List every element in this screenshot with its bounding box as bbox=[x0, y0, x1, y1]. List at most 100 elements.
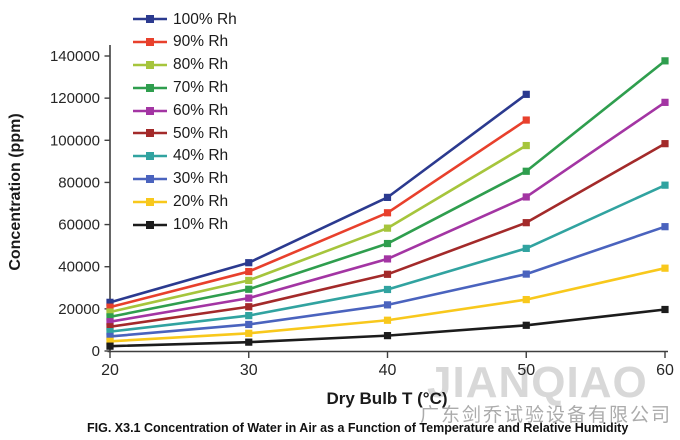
series-marker-70-rh bbox=[383, 239, 392, 248]
legend-item-label: 20% Rh bbox=[173, 193, 229, 211]
series-marker-10-rh bbox=[245, 338, 253, 346]
legend-item: 10% Rh bbox=[133, 213, 237, 236]
series-marker-50-rh bbox=[106, 323, 114, 331]
series-marker-20-rh bbox=[661, 264, 669, 272]
series-line-80-rh bbox=[109, 144, 527, 314]
series-line-90-rh bbox=[109, 118, 527, 309]
series-marker-80-rh bbox=[383, 224, 392, 232]
y-tick-label: 120000 bbox=[50, 90, 100, 107]
legend-item: 50% Rh bbox=[133, 122, 237, 145]
x-tick-label: 50 bbox=[517, 362, 535, 379]
series-marker-50-rh bbox=[245, 303, 253, 311]
series-marker-20-rh bbox=[106, 337, 114, 345]
legend-marker-icon bbox=[133, 129, 167, 138]
x-axis-title: Dry Bulb T (°C) bbox=[326, 389, 448, 408]
series-marker-70-rh bbox=[245, 285, 253, 293]
series-marker-80-rh bbox=[106, 308, 114, 316]
series-marker-50-rh bbox=[522, 219, 530, 227]
legend-item-label: 60% Rh bbox=[173, 101, 229, 119]
x-tick-label: 40 bbox=[379, 362, 397, 379]
series-marker-50-rh bbox=[383, 270, 392, 278]
legend-item: 30% Rh bbox=[133, 168, 237, 191]
legend-item-label: 100% Rh bbox=[173, 10, 237, 28]
series-marker-60-rh bbox=[661, 98, 669, 106]
legend-item-label: 90% Rh bbox=[173, 33, 229, 51]
y-tick-label: 140000 bbox=[50, 48, 100, 65]
legend-marker-icon bbox=[133, 60, 167, 69]
series-marker-20-rh bbox=[522, 295, 530, 304]
series-marker-20-rh bbox=[383, 316, 392, 324]
series-marker-70-rh bbox=[661, 57, 669, 65]
legend-marker-icon bbox=[133, 15, 167, 24]
legend-marker-icon bbox=[133, 106, 167, 115]
y-tick-label: 0 bbox=[92, 343, 100, 360]
legend-item-label: 30% Rh bbox=[173, 170, 229, 188]
series-marker-10-rh bbox=[106, 342, 114, 350]
series-marker-70-rh bbox=[106, 313, 114, 321]
y-tick-label: 60000 bbox=[58, 217, 100, 234]
series-marker-90-rh bbox=[383, 209, 392, 217]
legend-item-label: 50% Rh bbox=[173, 124, 229, 142]
legend-marker-icon bbox=[133, 38, 167, 47]
legend-marker-icon bbox=[133, 220, 167, 229]
series-marker-30-rh bbox=[522, 270, 530, 278]
series-marker-90-rh bbox=[245, 267, 253, 276]
legend-item: 40% Rh bbox=[133, 145, 237, 168]
series-marker-80-rh bbox=[522, 141, 530, 150]
legend-item: 100% Rh bbox=[133, 8, 237, 31]
series-marker-80-rh bbox=[245, 276, 253, 285]
series-marker-60-rh bbox=[245, 294, 253, 302]
series-marker-60-rh bbox=[522, 193, 530, 201]
x-tick-label: 20 bbox=[101, 362, 119, 379]
y-tick-label: 100000 bbox=[50, 132, 100, 149]
legend: 100% Rh 90% Rh 80% Rh 70% Rh 60% Rh 50% Rh 40%… bbox=[133, 8, 237, 236]
legend-marker-icon bbox=[133, 152, 167, 161]
series-marker-30-rh bbox=[106, 332, 114, 341]
legend-item: 70% Rh bbox=[133, 76, 237, 99]
legend-item-label: 40% Rh bbox=[173, 147, 229, 165]
y-tick-label: 80000 bbox=[58, 174, 100, 191]
series-marker-20-rh bbox=[245, 329, 253, 337]
series-marker-90-rh bbox=[106, 303, 114, 311]
series-marker-40-rh bbox=[661, 181, 669, 189]
legend-item: 90% Rh bbox=[133, 31, 237, 54]
series-marker-40-rh bbox=[106, 328, 114, 336]
x-tick-label: 30 bbox=[240, 362, 258, 379]
series-marker-10-rh bbox=[522, 321, 530, 329]
series-marker-100-rh bbox=[383, 193, 392, 201]
watermark-company-text: 广东剑乔试验设备有限公司 bbox=[420, 405, 673, 426]
series-marker-60-rh bbox=[106, 318, 114, 326]
legend-item-label: 80% Rh bbox=[173, 56, 229, 74]
series-marker-30-rh bbox=[245, 320, 253, 329]
legend-item-label: 70% Rh bbox=[173, 79, 229, 97]
series-marker-10-rh bbox=[661, 305, 669, 314]
series-marker-60-rh bbox=[383, 255, 392, 263]
series-marker-30-rh bbox=[383, 301, 392, 309]
series-marker-40-rh bbox=[383, 285, 392, 294]
legend-item-label: 10% Rh bbox=[173, 215, 229, 233]
series-marker-100-rh bbox=[522, 90, 530, 98]
legend-marker-icon bbox=[133, 197, 167, 206]
y-tick-label: 20000 bbox=[58, 301, 100, 318]
series-marker-100-rh bbox=[106, 298, 114, 306]
series-marker-30-rh bbox=[661, 223, 669, 231]
legend-item: 20% Rh bbox=[133, 190, 237, 213]
series-marker-50-rh bbox=[661, 140, 669, 148]
series-marker-100-rh bbox=[245, 259, 253, 267]
legend-item: 60% Rh bbox=[133, 99, 237, 122]
y-tick-label: 40000 bbox=[58, 259, 100, 276]
legend-marker-icon bbox=[133, 83, 167, 92]
legend-item: 80% Rh bbox=[133, 54, 237, 77]
series-marker-90-rh bbox=[522, 116, 530, 124]
figure-caption: FIG. X3.1 Concentration of Water in Air … bbox=[87, 421, 629, 435]
watermark-brand-text: JIANQIAO bbox=[427, 358, 648, 407]
series-marker-10-rh bbox=[383, 332, 392, 340]
series-marker-40-rh bbox=[522, 244, 530, 252]
series-line-100-rh bbox=[109, 93, 528, 304]
legend-marker-icon bbox=[133, 174, 167, 183]
series-marker-40-rh bbox=[245, 312, 253, 320]
x-tick-label: 60 bbox=[656, 362, 674, 379]
series-marker-70-rh bbox=[522, 167, 530, 175]
